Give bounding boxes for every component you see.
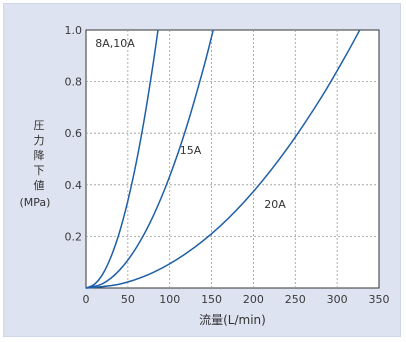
- x-axis-label: 流量(L/min): [199, 313, 266, 327]
- plot-area: [85, 29, 380, 289]
- x-tick-label: 150: [201, 293, 222, 306]
- y-tick-label: 0.6: [65, 127, 83, 140]
- x-tick-label: 200: [243, 293, 264, 306]
- x-tick-label: 300: [327, 293, 348, 306]
- y-axis-unit: (MPa): [20, 196, 51, 209]
- y-axis-label-char: 圧: [34, 119, 45, 132]
- curve-label: 8A,10A: [95, 37, 135, 50]
- y-tick-label: 1.0: [65, 24, 83, 37]
- y-axis-label-char: 力: [34, 134, 45, 147]
- y-axis-label-char: 値: [34, 179, 45, 192]
- y-axis-label-char: 降: [34, 148, 45, 162]
- curves: [85, 29, 361, 289]
- y-tick-labels: 0.2 0.4 0.6 0.8 1.0: [65, 24, 83, 243]
- x-tick-label: 350: [369, 293, 390, 306]
- x-tick-label: 100: [159, 293, 180, 306]
- curve-8a-10a: [85, 29, 159, 289]
- y-tick-label: 0.8: [65, 76, 83, 89]
- y-tick-label: 0.2: [65, 230, 83, 243]
- curve-label: 15A: [180, 144, 202, 157]
- x-tick-labels: 0 50 100 150 200 250 300 350: [83, 293, 390, 306]
- x-tick-label: 0: [83, 293, 90, 306]
- x-tick-label: 50: [121, 293, 135, 306]
- curve-15a: [85, 29, 214, 289]
- curve-label: 20A: [264, 198, 286, 211]
- curve-labels: 8A,10A 15A 20A: [95, 37, 286, 211]
- x-tick-label: 250: [285, 293, 306, 306]
- y-tick-label: 0.4: [65, 179, 83, 192]
- curve-20a: [85, 29, 361, 289]
- y-axis-label-char: 下: [34, 164, 45, 177]
